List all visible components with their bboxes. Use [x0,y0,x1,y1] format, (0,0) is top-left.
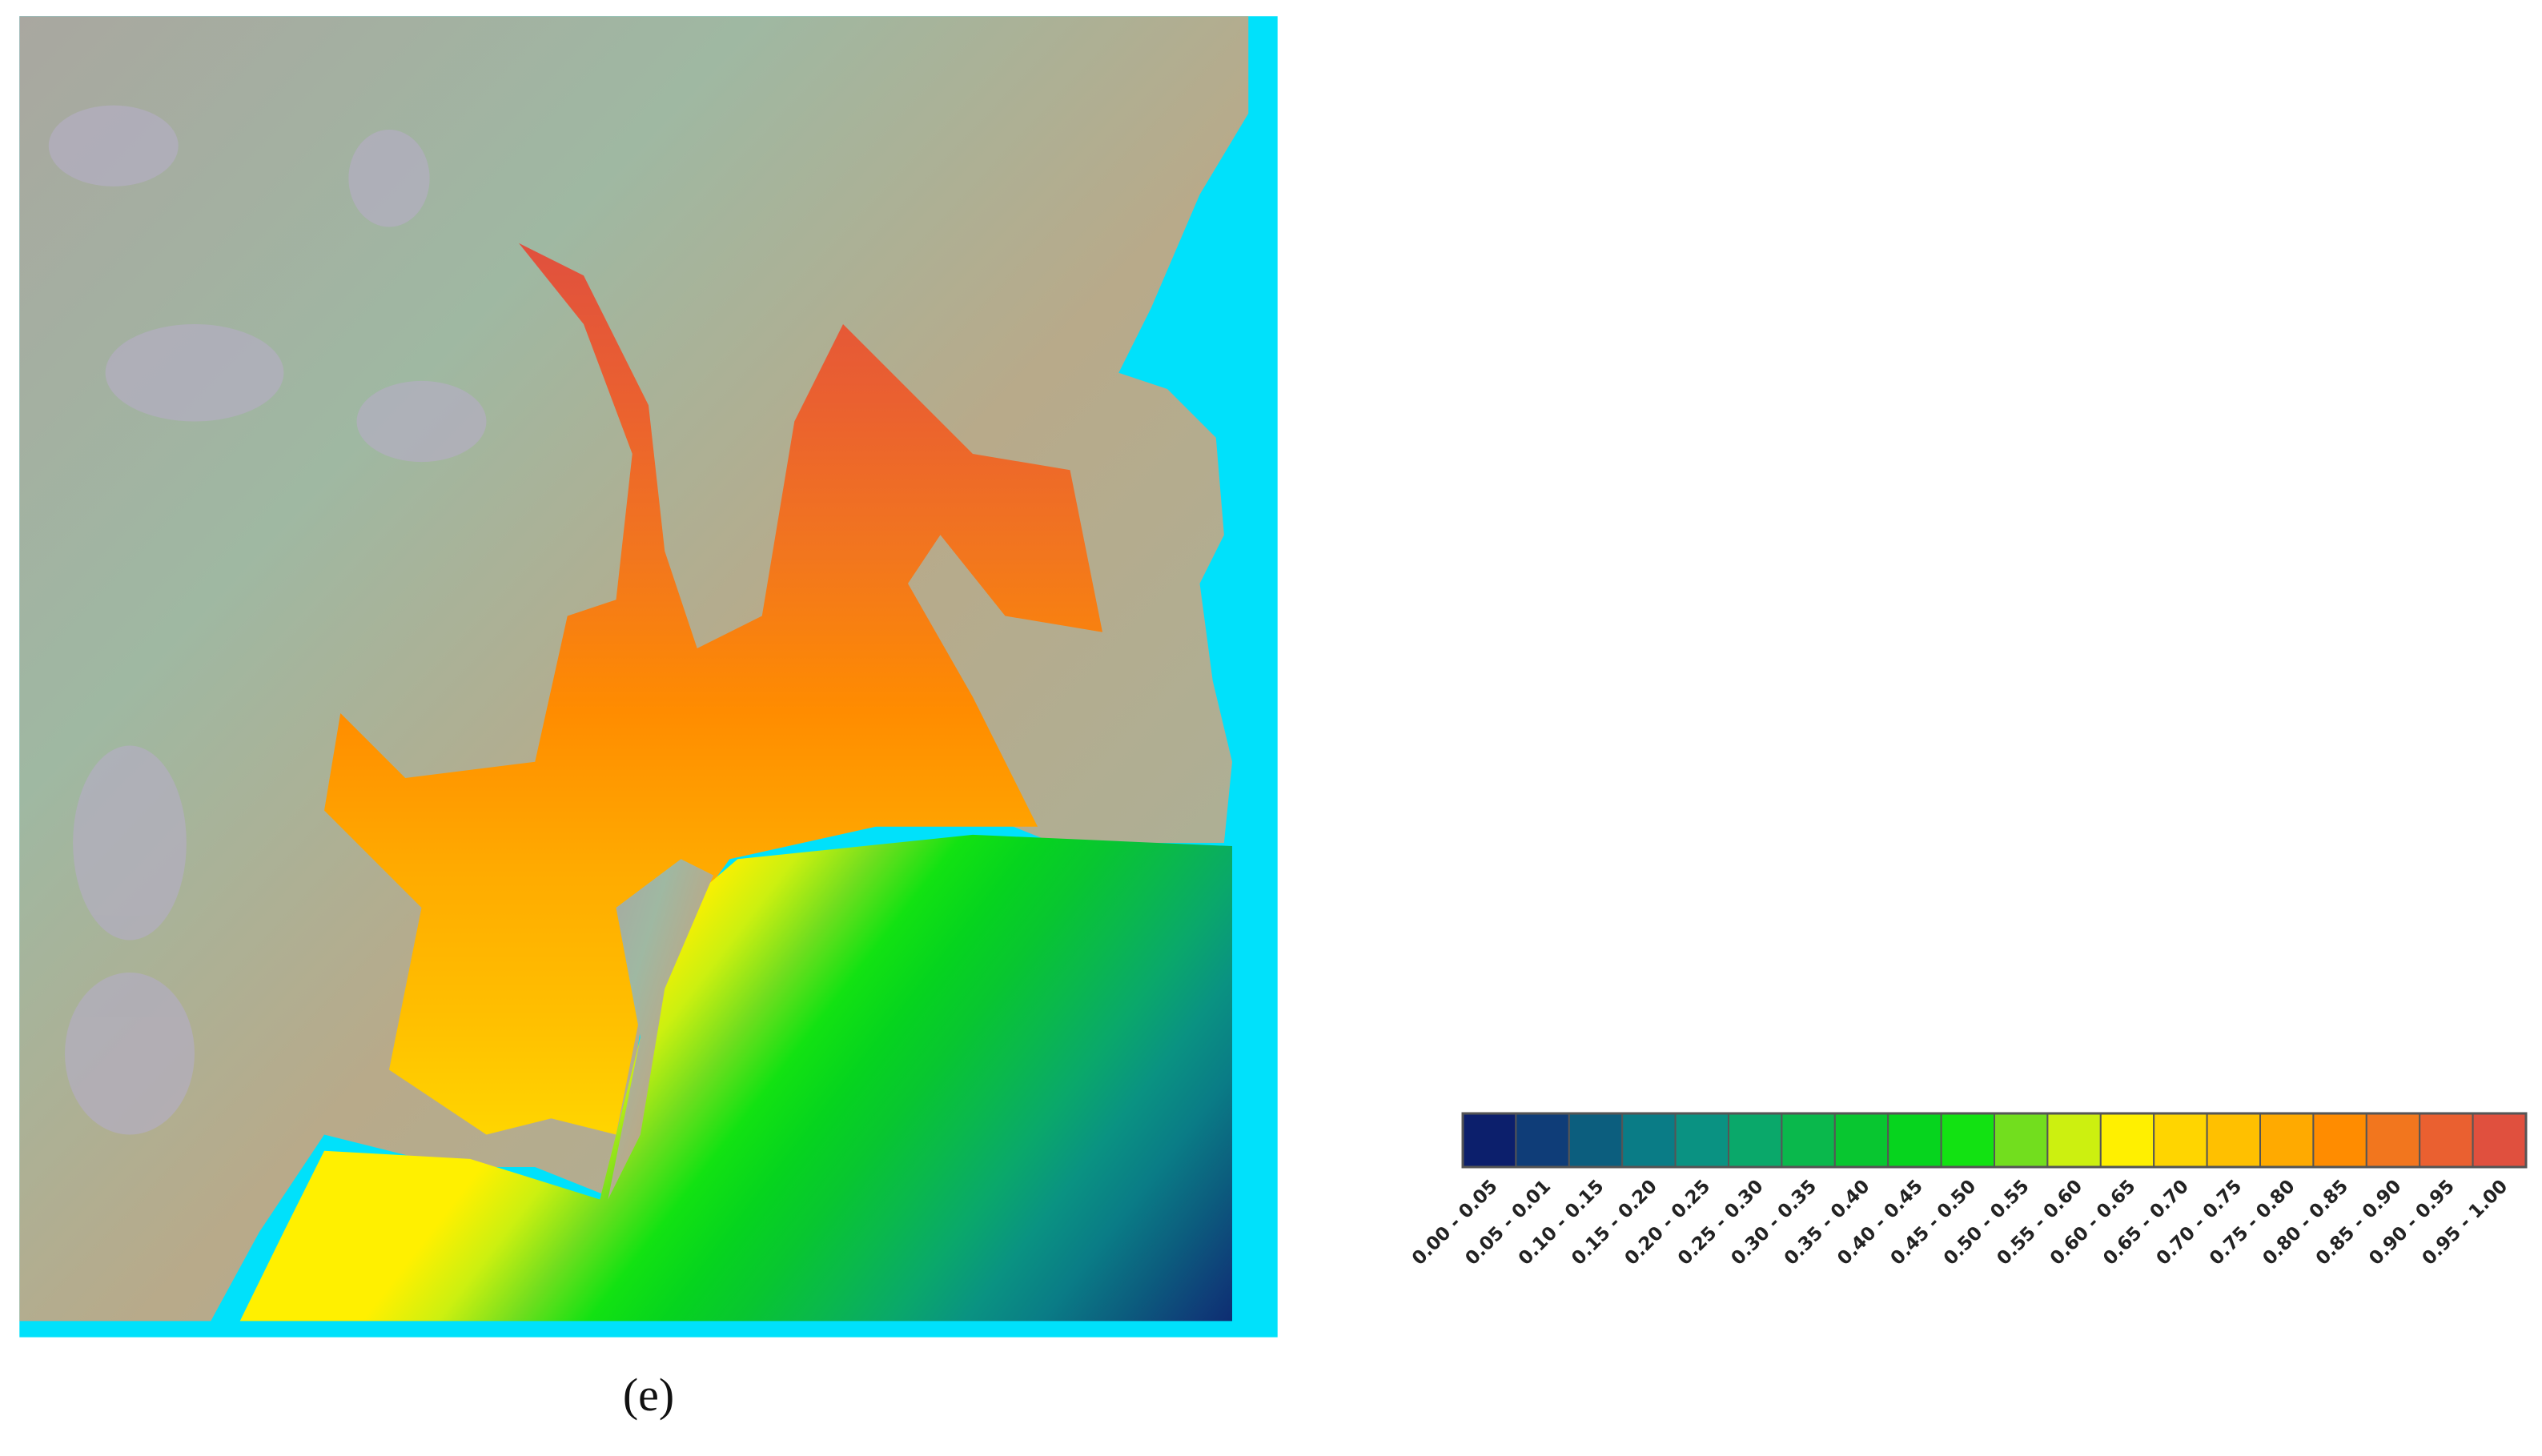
legend-swatch [1674,1113,1730,1168]
legend-swatch [2099,1113,2155,1168]
map [19,16,1278,1338]
sea-inundation [239,834,1233,1322]
legend-swatch [2365,1113,2421,1168]
relief [48,105,487,1135]
legend-swatch [2206,1113,2262,1168]
legend-swatch [2419,1113,2474,1168]
legend-swatch [1728,1113,1783,1168]
legend-frame [1461,1112,2528,1169]
legend-swatch [2259,1113,2315,1168]
headland [608,859,714,1200]
legend-swatch [1994,1113,2049,1168]
legend-swatch [2153,1113,2208,1168]
legend-swatch [1887,1113,1942,1168]
legend-swatch [1568,1113,1624,1168]
legend-swatch [2312,1113,2367,1168]
legend-swatch [1515,1113,1570,1168]
legend-swatch [2046,1113,2102,1168]
legend-swatch [1781,1113,1836,1168]
bay-inundation [324,243,1103,1135]
caption: (e) [623,1369,674,1421]
legend-swatch [1462,1113,1517,1168]
legend-swatch [1833,1113,1889,1168]
legend: 0.00 - 0.050.05 - 0.010.10 - 0.150.15 - … [1408,1112,2528,1269]
legend-swatch [1940,1113,1996,1168]
legend-swatch [2472,1113,2528,1168]
legend-swatch [1621,1113,1677,1168]
